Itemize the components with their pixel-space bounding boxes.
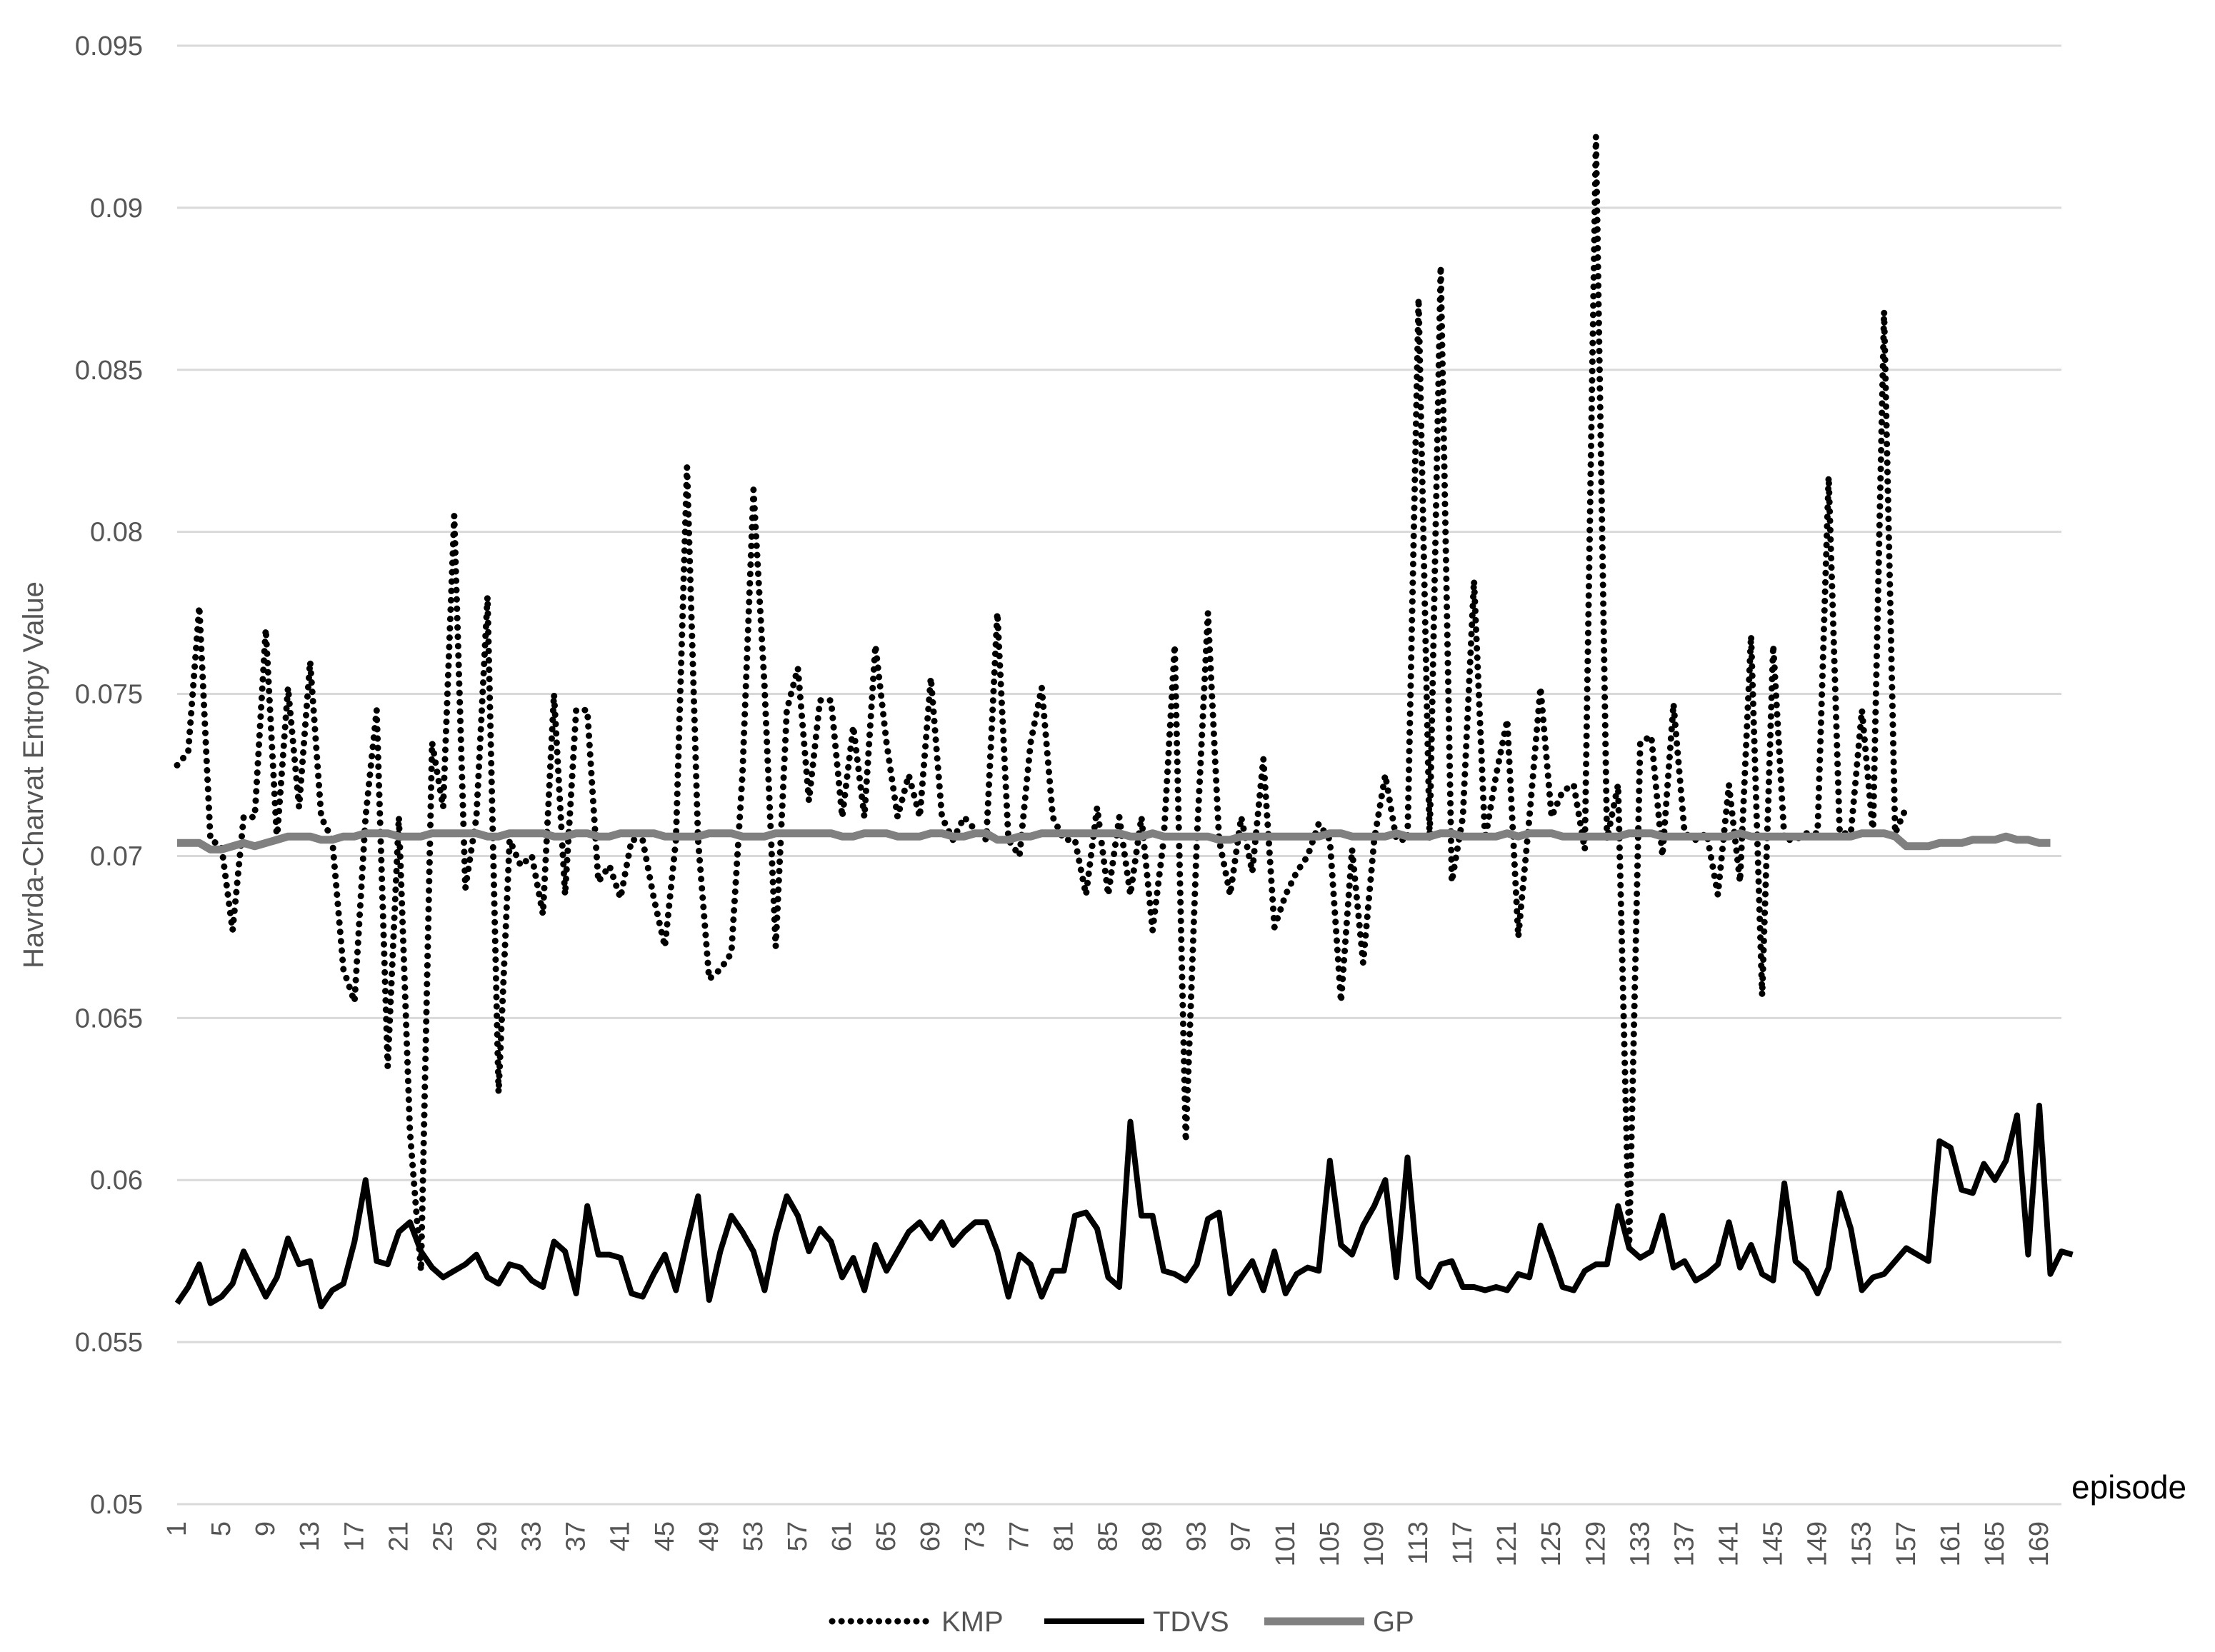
- x-tick-label: 129: [1581, 1521, 1611, 1566]
- y-tick-label: 0.08: [90, 518, 143, 548]
- x-tick-label: 101: [1271, 1521, 1301, 1566]
- x-tick-label: 149: [1803, 1521, 1833, 1566]
- series-gp-line: [177, 829, 2051, 853]
- x-tick-label: 61: [827, 1521, 857, 1551]
- x-tick-label: 37: [561, 1521, 591, 1551]
- y-tick-label: 0.075: [75, 680, 143, 710]
- x-axis-tick-labels: 1 5 9 13 17 21 25 29 33 37 41 45 49 53 57 61 65 69 73 77 81 8…: [162, 1521, 2054, 1566]
- y-tick-label: 0.095: [75, 31, 143, 61]
- x-tick-label: 73: [960, 1521, 990, 1551]
- y-tick-label: 0.07: [90, 841, 143, 871]
- y-tick-label: 0.065: [75, 1003, 143, 1033]
- x-tick-label: 5: [206, 1521, 236, 1536]
- series-lines: [174, 136, 2074, 1310]
- x-tick-label: 81: [1049, 1521, 1079, 1551]
- x-tick-label: 93: [1182, 1521, 1212, 1551]
- x-tick-label: 69: [916, 1521, 946, 1551]
- x-tick-label: 145: [1759, 1521, 1789, 1566]
- x-axis-label: episode: [2071, 1468, 2186, 1506]
- x-tick-label: 133: [1625, 1521, 1655, 1566]
- x-tick-label: 85: [1093, 1521, 1123, 1551]
- y-tick-label: 0.05: [90, 1490, 143, 1520]
- x-tick-label: 153: [1847, 1521, 1877, 1566]
- series-tdvs-line: [174, 1102, 2074, 1310]
- x-tick-label: 65: [871, 1521, 901, 1551]
- legend-label-tdvs: TDVS: [1153, 1606, 1229, 1638]
- x-tick-label: 89: [1138, 1521, 1168, 1551]
- x-tick-label: 161: [1936, 1521, 1966, 1566]
- series-kmp-line: [174, 136, 1910, 1271]
- legend: KMP TDVS GP: [829, 1606, 1414, 1638]
- x-tick-label: 13: [295, 1521, 325, 1551]
- y-tick-label: 0.055: [75, 1328, 143, 1358]
- x-tick-label: 121: [1492, 1521, 1522, 1566]
- y-axis-tick-labels: 0.05 0.055 0.06 0.065 0.07 0.075 0.08 0.085 0.09…: [75, 31, 143, 1520]
- x-tick-label: 141: [1714, 1521, 1744, 1566]
- x-tick-label: 109: [1359, 1521, 1389, 1566]
- x-tick-label: 25: [428, 1521, 458, 1551]
- x-tick-label: 17: [339, 1521, 369, 1551]
- x-tick-label: 169: [2024, 1521, 2054, 1566]
- x-tick-label: 113: [1404, 1521, 1434, 1565]
- x-tick-label: 53: [739, 1521, 769, 1551]
- legend-label-gp: GP: [1373, 1606, 1414, 1638]
- x-tick-label: 33: [517, 1521, 547, 1551]
- y-axis-label: Havrda-Charvat Entropy Value: [18, 581, 49, 968]
- x-tick-label: 49: [694, 1521, 724, 1551]
- y-tick-label: 0.06: [90, 1166, 143, 1196]
- x-tick-label: 21: [384, 1521, 414, 1551]
- y-tick-label: 0.09: [90, 194, 143, 224]
- y-tick-label: 0.085: [75, 356, 143, 386]
- x-tick-label: 1: [162, 1521, 192, 1536]
- x-tick-label: 157: [1891, 1521, 1921, 1566]
- x-tick-label: 41: [606, 1521, 636, 1551]
- x-tick-label: 137: [1669, 1521, 1699, 1566]
- x-tick-label: 29: [472, 1521, 502, 1551]
- x-tick-label: 45: [650, 1521, 680, 1551]
- x-tick-label: 105: [1315, 1521, 1345, 1566]
- x-tick-label: 77: [1004, 1521, 1034, 1551]
- x-tick-label: 117: [1448, 1521, 1478, 1565]
- legend-label-kmp: KMP: [941, 1606, 1004, 1638]
- x-tick-label: 125: [1536, 1521, 1566, 1566]
- x-tick-label: 9: [251, 1521, 281, 1536]
- x-tick-label: 165: [1980, 1521, 2010, 1566]
- x-tick-label: 57: [783, 1521, 813, 1551]
- x-tick-label: 97: [1226, 1521, 1256, 1551]
